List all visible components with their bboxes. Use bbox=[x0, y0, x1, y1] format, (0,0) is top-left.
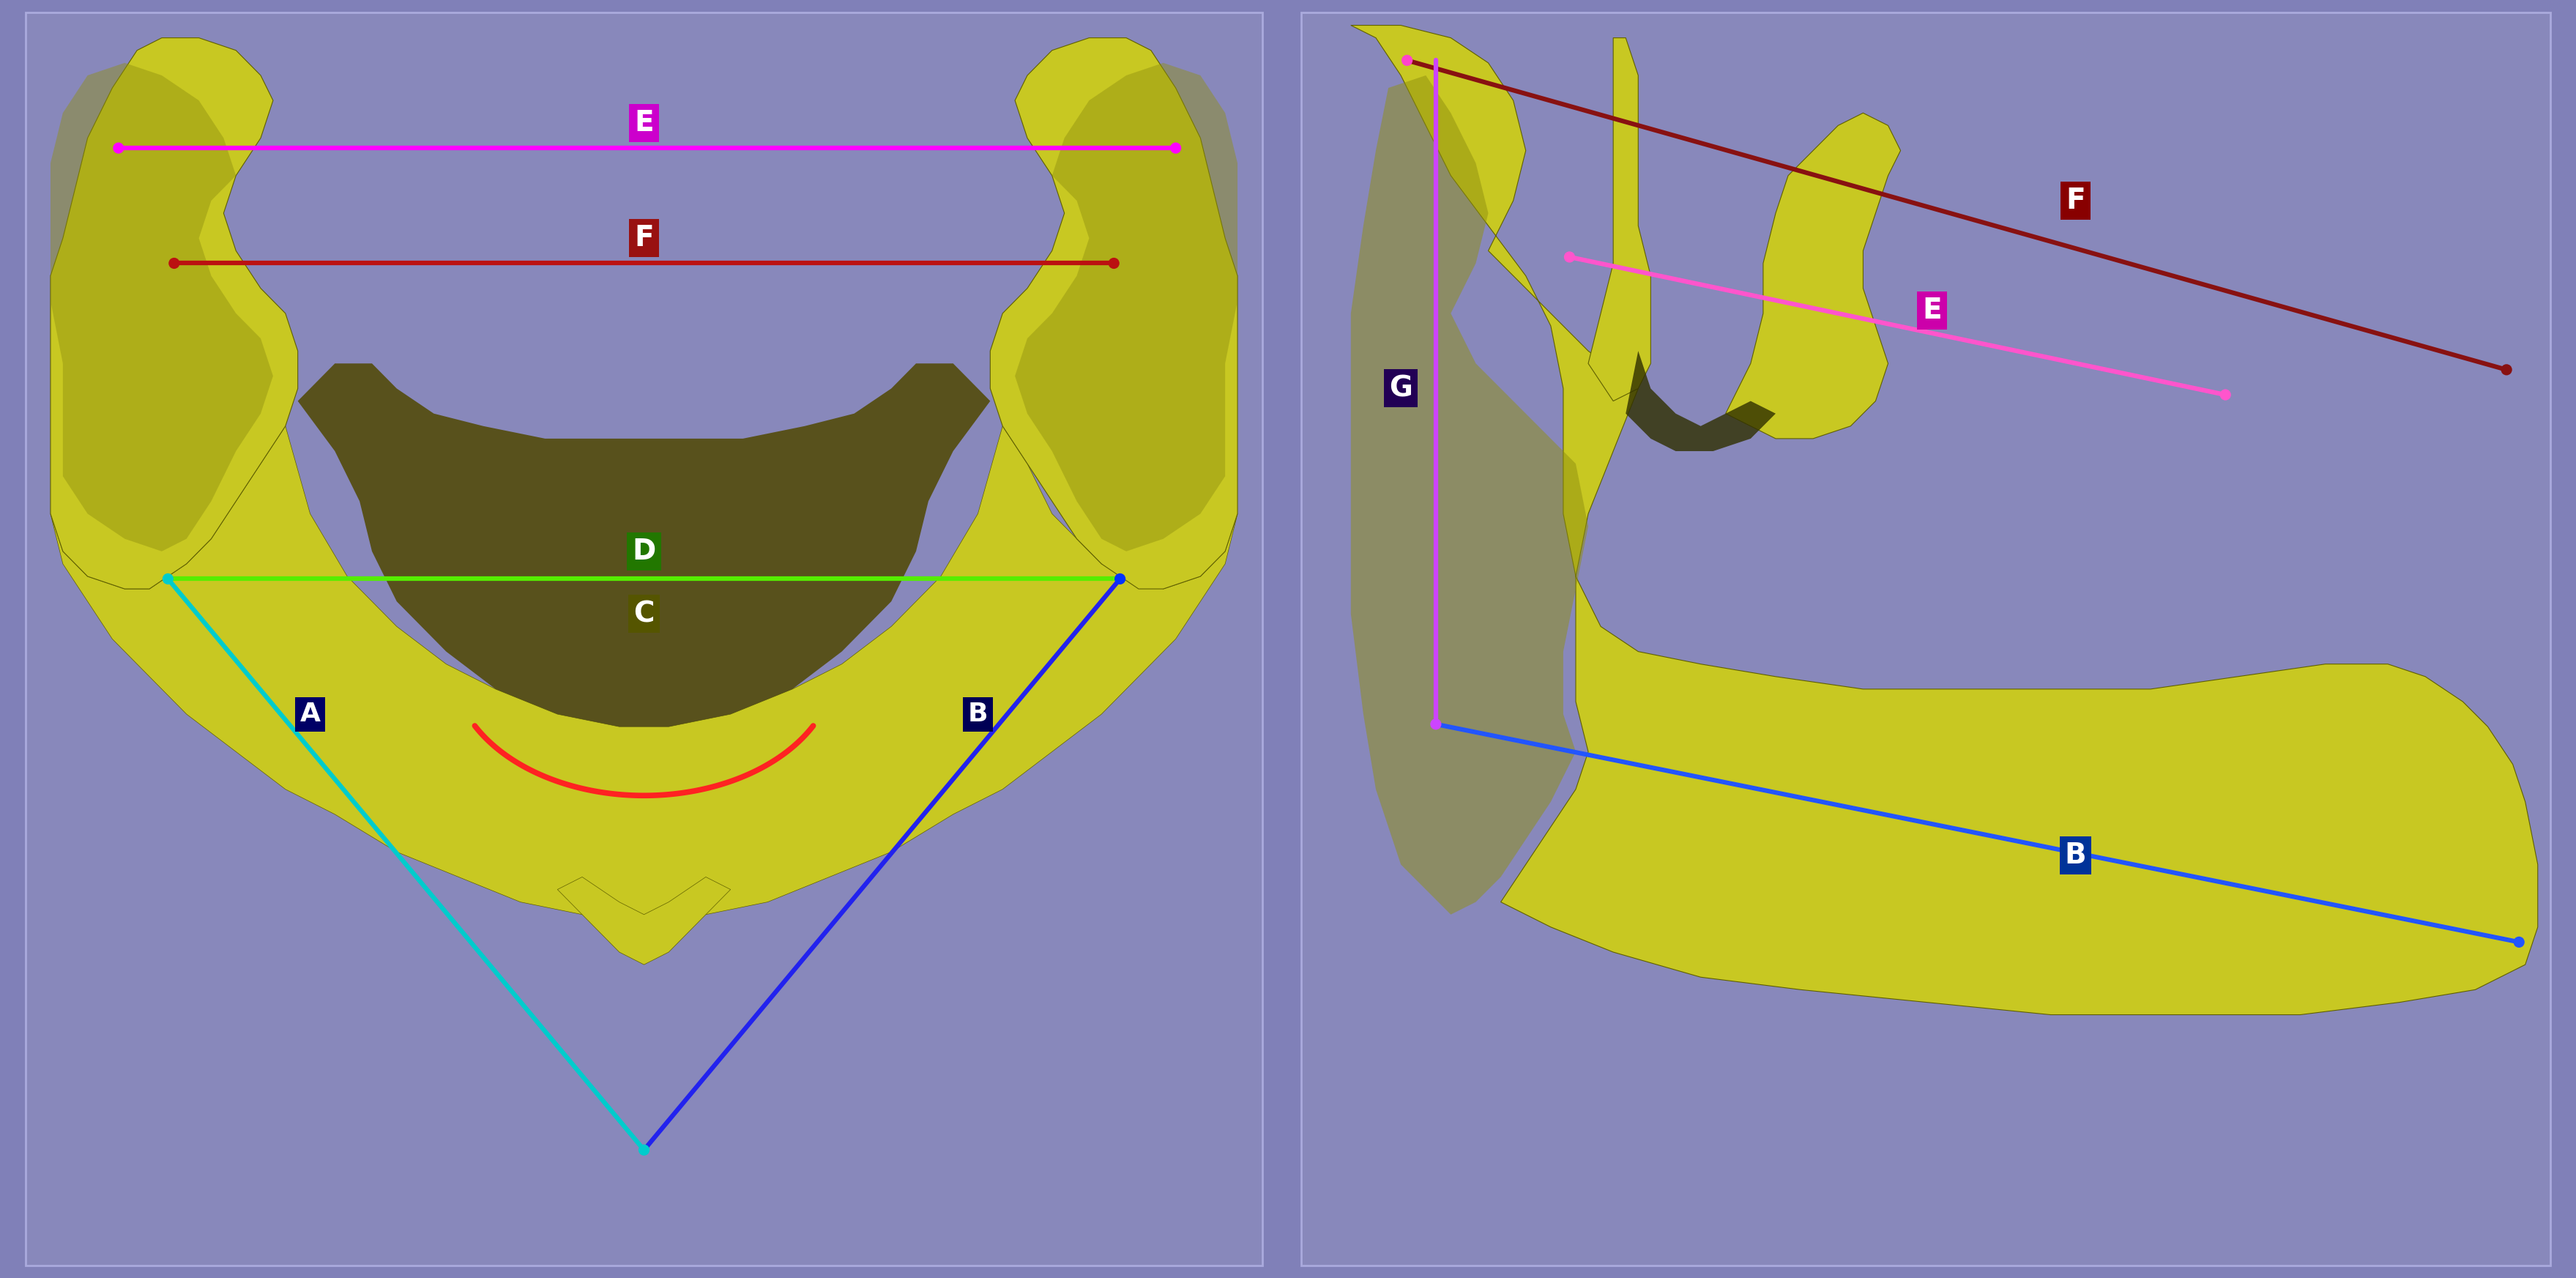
Polygon shape bbox=[556, 877, 732, 965]
Text: E: E bbox=[1922, 296, 1942, 325]
FancyBboxPatch shape bbox=[1301, 13, 2550, 1265]
FancyBboxPatch shape bbox=[26, 13, 1262, 1265]
Polygon shape bbox=[52, 426, 1236, 927]
Point bbox=[1414, 714, 1455, 735]
Text: A: A bbox=[299, 702, 319, 727]
Point bbox=[98, 138, 139, 158]
Polygon shape bbox=[1726, 112, 1901, 438]
Point bbox=[2486, 359, 2527, 380]
Point bbox=[1154, 138, 1195, 158]
Text: F: F bbox=[2066, 187, 2084, 215]
Polygon shape bbox=[52, 63, 273, 551]
Text: F: F bbox=[634, 225, 654, 252]
Point bbox=[1386, 50, 1427, 70]
Point bbox=[2499, 932, 2540, 952]
Text: E: E bbox=[634, 109, 654, 137]
Text: B: B bbox=[2063, 842, 2087, 869]
Polygon shape bbox=[1589, 38, 1651, 401]
Polygon shape bbox=[1350, 75, 1589, 915]
Point bbox=[1100, 569, 1141, 589]
Point bbox=[2205, 385, 2246, 405]
Polygon shape bbox=[989, 38, 1236, 589]
Point bbox=[1548, 247, 1589, 267]
Point bbox=[1092, 253, 1133, 273]
Polygon shape bbox=[1625, 351, 1775, 451]
Polygon shape bbox=[299, 363, 989, 727]
Point bbox=[147, 569, 188, 589]
Polygon shape bbox=[1015, 63, 1236, 551]
Text: B: B bbox=[969, 702, 989, 727]
Polygon shape bbox=[1350, 26, 2537, 1015]
Point bbox=[155, 253, 196, 273]
Point bbox=[623, 1140, 665, 1160]
Text: C: C bbox=[634, 601, 654, 627]
Text: G: G bbox=[1388, 374, 1412, 403]
Polygon shape bbox=[52, 38, 299, 589]
Text: D: D bbox=[631, 538, 657, 565]
